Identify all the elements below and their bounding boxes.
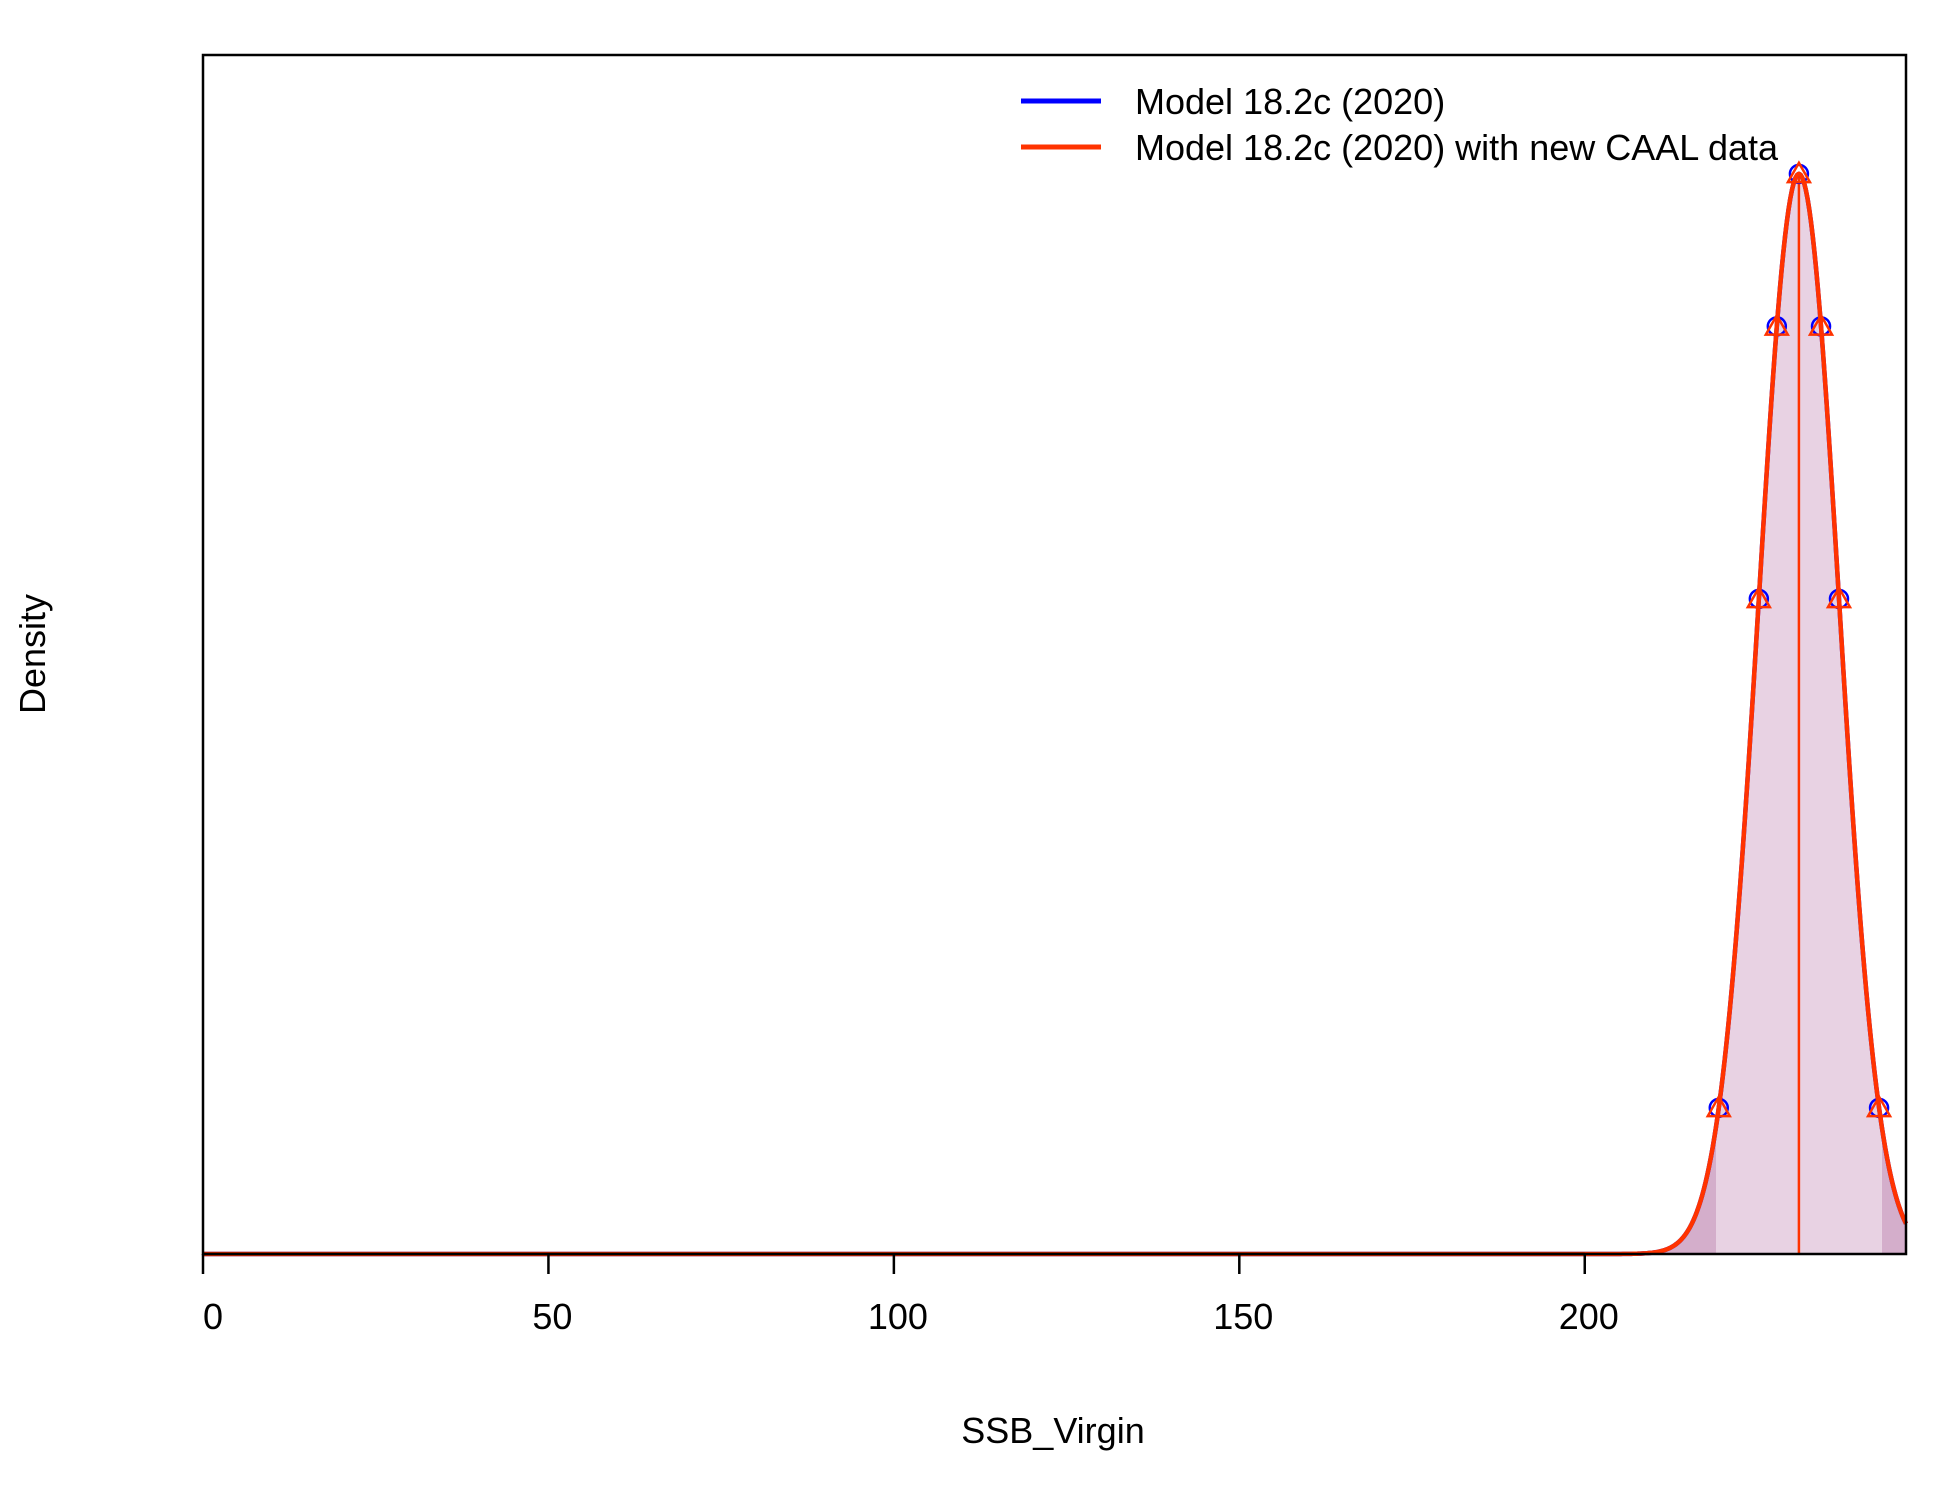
lower-tail-shade (1584, 1126, 1717, 1254)
x-tick-label-0: 0 (203, 1296, 223, 1337)
series-2-point-2 (1745, 585, 1772, 609)
series-2-point-4 (1785, 160, 1813, 184)
series-2-point-3 (1763, 312, 1790, 336)
legend: Model 18.2c (2020) Model 18.2c (2020) wit… (1021, 81, 1779, 168)
x-tick-label-150: 150 (1213, 1296, 1273, 1337)
plot-layer (202, 160, 1909, 1257)
series-2-point-7 (1865, 1094, 1893, 1118)
legend-label-1: Model 18.2c (2020) (1135, 81, 1445, 122)
series-line-2 (202, 171, 1909, 1257)
x-tick-label-200: 200 (1559, 1296, 1619, 1337)
series-2-point-5 (1807, 312, 1835, 336)
plot-frame (201, 53, 1908, 1256)
series-line-1 (202, 171, 1909, 1257)
series-2-point-1 (1705, 1094, 1732, 1118)
x-tick-label-100: 100 (868, 1296, 928, 1337)
x-tick-label-50: 50 (532, 1296, 572, 1337)
series-2-point-6 (1825, 585, 1853, 609)
x-axis-label: SSB_Virgin (961, 1410, 1144, 1451)
x-axis: 0 50 100 150 200 (201, 1252, 1619, 1337)
y-axis-label: Density (12, 594, 53, 714)
legend-label-2: Model 18.2c (2020) with new CAAL data (1135, 127, 1779, 168)
